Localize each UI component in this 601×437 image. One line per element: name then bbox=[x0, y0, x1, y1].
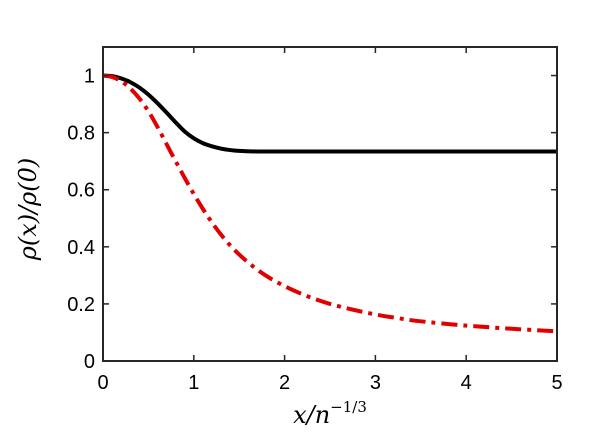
y-tick-label: 0.8 bbox=[67, 123, 95, 145]
y-tick-label: 0.4 bbox=[67, 237, 95, 259]
x-tick-label: 3 bbox=[370, 372, 381, 394]
axes-box bbox=[102, 46, 558, 362]
tick-labels: 0 1 2 3 4 5 0 0.2 0.4 0.6 0.8 1 bbox=[67, 66, 562, 394]
x-tick-label: 5 bbox=[551, 372, 562, 394]
plot-content bbox=[102, 73, 558, 334]
x-tick-label: 4 bbox=[461, 372, 472, 394]
series-line-solid-black bbox=[102, 73, 557, 154]
y-tick-label: 1 bbox=[84, 66, 95, 88]
y-axis-label: ρ(x)/ρ(0) bbox=[14, 158, 42, 262]
x-tick-label: 1 bbox=[188, 372, 199, 394]
x-tick-label: 0 bbox=[97, 372, 108, 394]
x-axis-label-exponent: −1/3 bbox=[330, 398, 367, 416]
x-tick-label: 2 bbox=[279, 372, 290, 394]
y-tick-label: 0.6 bbox=[67, 180, 95, 202]
y-tick-label: 0.2 bbox=[67, 294, 95, 316]
series-line-dashdot-red bbox=[102, 73, 558, 334]
y-tick-label: 0 bbox=[84, 351, 95, 373]
x-axis-label-base: x/n bbox=[293, 401, 330, 429]
x-axis-label: x/n−1/3 bbox=[293, 398, 367, 429]
